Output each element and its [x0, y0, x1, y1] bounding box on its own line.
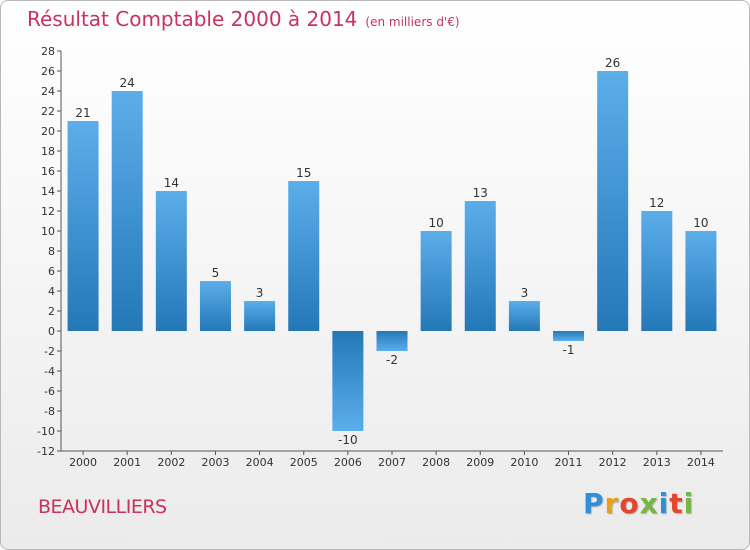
y-tick-label: 2	[48, 305, 55, 318]
value-label-2004: 3	[256, 286, 264, 300]
logo-letter: t	[669, 487, 684, 520]
x-tick-label-2012: 2012	[599, 456, 627, 469]
logo-letter: o	[619, 487, 640, 520]
x-tick-label-2009: 2009	[466, 456, 494, 469]
bar-2012	[597, 71, 629, 331]
y-tick-label: 14	[41, 185, 55, 198]
proxiti-logo[interactable]: Proxiti	[583, 487, 694, 520]
value-label-2013: 12	[649, 196, 664, 210]
bar-2010	[508, 301, 540, 331]
x-tick-label-2001: 2001	[113, 456, 141, 469]
value-label-2014: 10	[693, 216, 708, 230]
y-tick-label: 22	[41, 105, 55, 118]
bar-2009	[464, 201, 496, 331]
logo-letter: i	[658, 487, 670, 520]
x-tick-label-2010: 2010	[510, 456, 538, 469]
bar-2006	[332, 331, 364, 431]
bar-2001	[111, 91, 143, 331]
value-label-2007: -2	[386, 353, 398, 367]
logo-letter: i	[683, 487, 695, 520]
y-tick-label: 0	[48, 325, 55, 338]
value-label-2001: 24	[120, 76, 135, 90]
value-label-2010: 3	[521, 286, 529, 300]
y-tick-label: 10	[41, 225, 55, 238]
y-tick-label: -6	[44, 385, 55, 398]
x-tick-label-2014: 2014	[687, 456, 715, 469]
value-label-2005: 15	[296, 166, 311, 180]
y-tick-label: -10	[37, 425, 55, 438]
y-tick-label: 20	[41, 125, 55, 138]
bar-2005	[288, 181, 320, 331]
logo-letter: P	[583, 487, 605, 520]
bar-2008	[420, 231, 452, 331]
x-tick-label-2013: 2013	[643, 456, 671, 469]
y-tick-label: 4	[48, 285, 55, 298]
y-tick-label: -4	[44, 365, 55, 378]
value-label-2006: -10	[338, 433, 358, 447]
value-label-2000: 21	[75, 106, 90, 120]
x-tick-label-2007: 2007	[378, 456, 406, 469]
value-label-2008: 10	[428, 216, 443, 230]
y-tick-label: 6	[48, 265, 55, 278]
x-tick-label-2011: 2011	[555, 456, 583, 469]
value-label-2012: 26	[605, 56, 620, 70]
x-tick-label-2000: 2000	[69, 456, 97, 469]
value-label-2011: -1	[563, 343, 575, 357]
chart-title: Résultat Comptable 2000 à 2014 (en millie…	[27, 7, 460, 31]
x-tick-label-2005: 2005	[290, 456, 318, 469]
x-tick-label-2008: 2008	[422, 456, 450, 469]
commune-name: BEAUVILLIERS	[38, 496, 167, 518]
x-tick-label-2004: 2004	[246, 456, 274, 469]
y-tick-label: -8	[44, 405, 55, 418]
x-tick-label-2006: 2006	[334, 456, 362, 469]
x-tick-label-2003: 2003	[201, 456, 229, 469]
y-tick-label: 26	[41, 65, 55, 78]
y-tick-label: 12	[41, 205, 55, 218]
value-label-2003: 5	[212, 266, 220, 280]
value-label-2009: 13	[473, 186, 488, 200]
bar-2014	[685, 231, 717, 331]
value-label-2002: 14	[164, 176, 179, 190]
bar-2000	[67, 121, 99, 331]
bar-2007	[376, 331, 408, 351]
y-tick-label: 8	[48, 245, 55, 258]
y-tick-label: -12	[37, 445, 55, 458]
y-tick-label: 18	[41, 145, 55, 158]
bar-2013	[641, 211, 673, 331]
bar-2003	[199, 281, 231, 331]
chart-subtitle: (en milliers d'€)	[365, 15, 460, 29]
logo-letter: x	[639, 487, 659, 520]
bar-2004	[244, 301, 276, 331]
y-tick-label: -2	[44, 345, 55, 358]
y-tick-label: 28	[41, 45, 55, 58]
x-tick-label-2002: 2002	[157, 456, 185, 469]
logo-letter: r	[604, 487, 620, 520]
bar-2011	[553, 331, 585, 341]
y-tick-label: 24	[41, 85, 55, 98]
bar-2002	[155, 191, 187, 331]
y-tick-label: 16	[41, 165, 55, 178]
